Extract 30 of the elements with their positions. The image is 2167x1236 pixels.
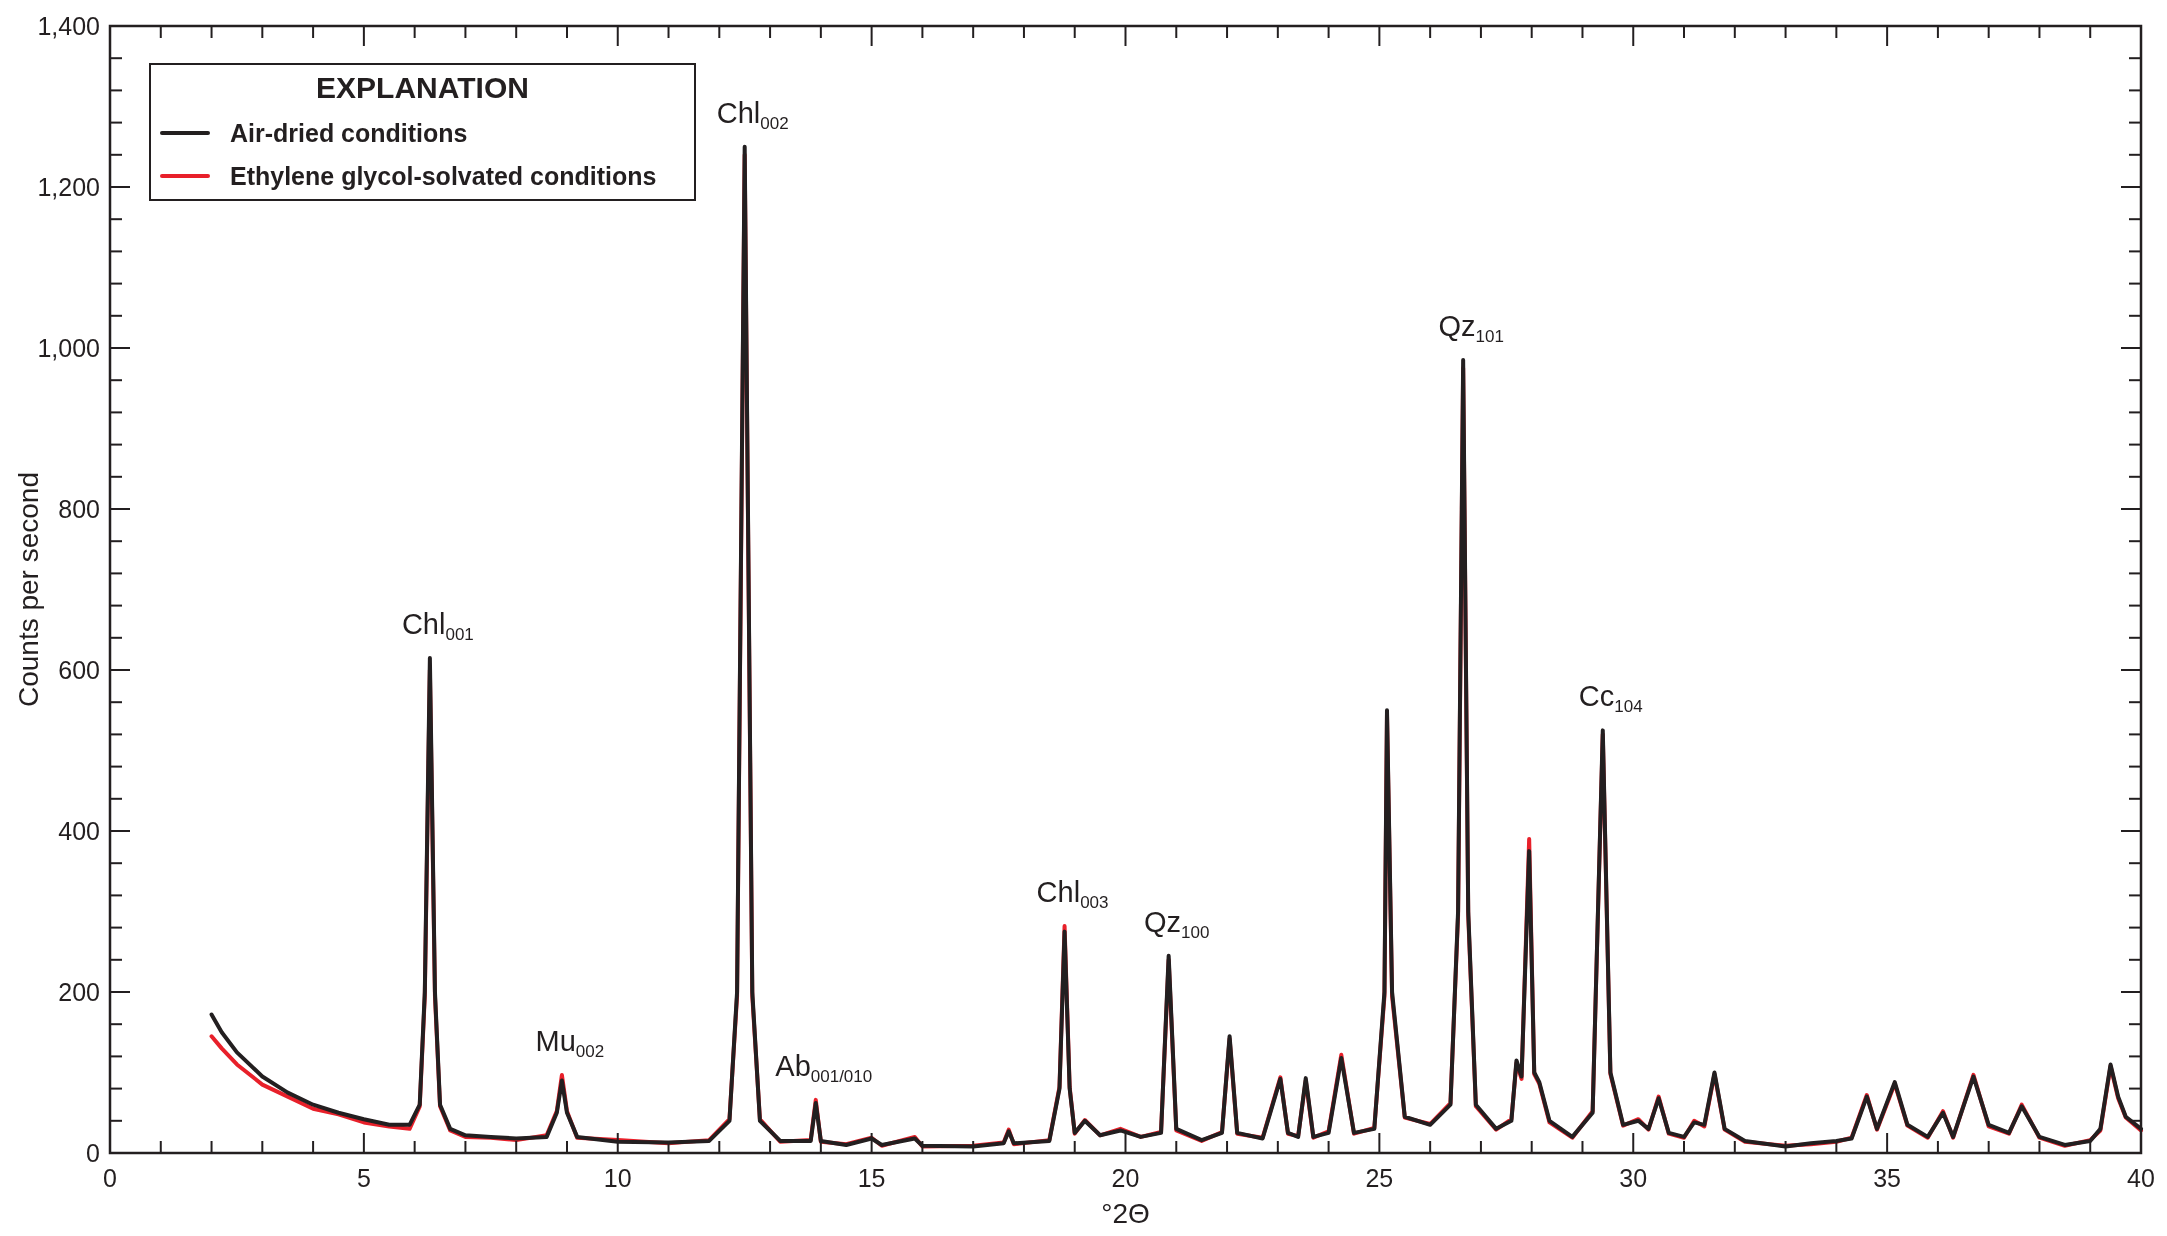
y-tick-label: 1,200	[37, 173, 100, 201]
x-tick-label: 25	[1365, 1164, 1394, 1192]
y-tick-label: 0	[86, 1139, 100, 1167]
x-tick-label: 0	[103, 1164, 117, 1192]
annotation: Chl$_{003}$	[1036, 875, 1109, 912]
legend-title: EXPLANATION	[316, 71, 529, 104]
annotation: Ab$_{001/010}$	[775, 1049, 873, 1086]
y-tick-label: 200	[58, 978, 100, 1006]
x-axis-title: °2Θ	[1101, 1198, 1150, 1229]
annotation: Qz$_{100}$	[1143, 905, 1210, 942]
y-tick-label: 600	[58, 656, 100, 684]
annotation: Cc$_{104}$	[1578, 680, 1643, 717]
x-tick-label: 30	[1619, 1164, 1648, 1192]
x-tick-label: 10	[603, 1164, 632, 1192]
x-tick-label: 5	[356, 1164, 371, 1192]
annotation: Chl$_{002}$	[716, 96, 789, 133]
x-tick-label: 20	[1111, 1164, 1140, 1192]
x-tick-label: 40	[2127, 1164, 2155, 1192]
legend-label: Ethylene glycol-solvated conditions	[230, 162, 657, 190]
x-tick-label: 15	[857, 1164, 886, 1192]
y-tick-label: 1,000	[37, 334, 100, 362]
y-tick-label: 800	[58, 495, 100, 523]
annotation: Mu$_{002}$	[535, 1024, 605, 1061]
annotation: Chl$_{001}$	[401, 607, 474, 644]
y-tick-label: 1,400	[37, 12, 100, 40]
legend-label: Air-dried conditions	[230, 119, 468, 147]
y-axis-title: Counts per second	[13, 471, 44, 708]
y-tick-label: 400	[58, 817, 100, 845]
annotation: Qz$_{101}$	[1438, 310, 1504, 347]
x-tick-label: 35	[1873, 1164, 1902, 1192]
